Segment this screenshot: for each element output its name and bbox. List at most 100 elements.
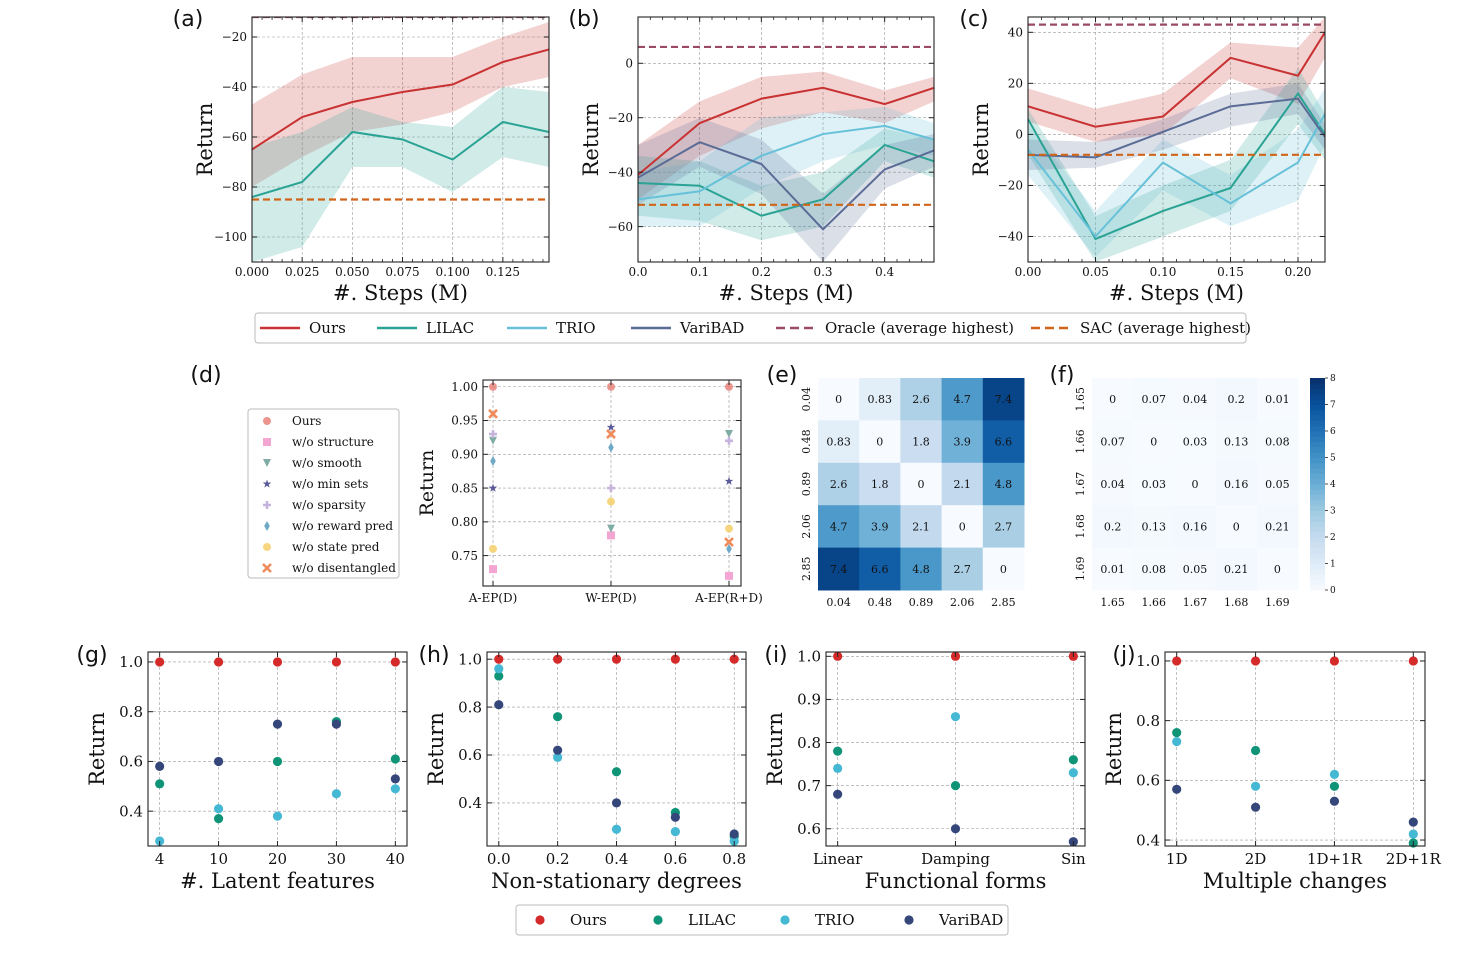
chart-d: A-EP(D) W-EP(D) A-EP(R+D) 0.75 0.80 0.85 0.90 0… <box>416 379 763 605</box>
heatmap-cell <box>1215 378 1258 421</box>
colorbar-label: 2 <box>1330 533 1336 543</box>
axes-frame <box>1164 651 1426 847</box>
line-lilac <box>1028 91 1325 241</box>
y-tick-label: 0.85 <box>451 481 478 495</box>
marker <box>263 417 271 425</box>
y-tick-label: 1.0 <box>119 653 143 671</box>
point-trio <box>833 763 843 774</box>
y-tick-label: −20 <box>608 111 633 125</box>
legend-marker <box>904 915 914 925</box>
cell-value: 2.6 <box>830 478 848 491</box>
point-trio <box>1329 769 1340 779</box>
x-tick-label: 1.68 <box>1224 596 1249 609</box>
cell-value: 4.7 <box>830 520 848 533</box>
marker <box>263 438 271 446</box>
colorbar-label: 6 <box>1330 427 1336 437</box>
marker <box>725 524 733 533</box>
y-tick-label: −40 <box>608 165 633 179</box>
marker <box>263 543 271 551</box>
y-axis-label: Return <box>969 103 993 177</box>
point-trio <box>553 752 563 762</box>
point-trio <box>213 804 224 814</box>
y-axis-label: Return <box>1102 712 1126 786</box>
legend-label: LILAC <box>426 319 474 337</box>
y-tick-label: −100 <box>214 230 247 244</box>
heatmap-cell <box>1092 547 1134 591</box>
legend-label: w/o disentangled <box>292 561 396 575</box>
chart-c: 0.00 0.05 0.10 0.15 0.20 −40 −20 0 20 40 #. Steps … <box>969 16 1326 305</box>
point-varibad <box>553 745 563 755</box>
axes-frame <box>482 379 742 587</box>
y-tick-label: 0.4 <box>458 794 482 812</box>
colorbar-step <box>1310 478 1325 485</box>
point-trio <box>1408 829 1418 839</box>
band-trio <box>638 106 934 227</box>
y-axis-label: Return <box>763 712 787 786</box>
colorbar-step <box>1310 526 1325 533</box>
cell-value: 1.8 <box>871 478 889 491</box>
plot-area <box>1028 17 1325 262</box>
cell-value: 3.9 <box>871 520 889 533</box>
y-tick-label: 0.8 <box>797 734 821 752</box>
heatmap-cell <box>1092 420 1134 464</box>
point-lilac <box>390 754 400 764</box>
point-trio <box>272 811 283 821</box>
chart-e: 0 0.83 2.6 4.7 7.4 0.83 0 1.8 3.9 6.6 2.6 1.8 0 2.1 4.… <box>800 378 1025 609</box>
line-trio <box>638 124 934 201</box>
y-tick-label: −20 <box>222 30 247 44</box>
heatmap-cell <box>1256 547 1299 591</box>
cell-value: 0 <box>835 393 842 406</box>
marker <box>724 537 734 548</box>
line-ours <box>638 86 934 176</box>
x-tick-label: 0.4 <box>605 850 629 868</box>
marker <box>489 436 497 445</box>
colorbar-step <box>1310 383 1325 390</box>
colorbar-step <box>1310 563 1325 570</box>
colorbar-step <box>1310 446 1325 453</box>
band-trio <box>1028 88 1325 257</box>
x-tick-label: 2.06 <box>950 596 975 609</box>
point-lilac <box>272 756 283 767</box>
marker <box>725 382 733 391</box>
x-axis-label: #. Steps (M) <box>333 281 468 305</box>
heatmap-cell <box>900 378 943 421</box>
y-tick-label: 0.6 <box>119 753 143 771</box>
cell-value: 0.2 <box>1227 393 1245 406</box>
colorbar-step <box>1310 499 1325 506</box>
heatmap-cell <box>982 547 1025 591</box>
heatmap-cell <box>1174 420 1217 464</box>
y-tick-label: 2.06 <box>800 514 813 539</box>
y-tick-label: 0.6 <box>1136 772 1160 790</box>
marker <box>489 382 497 391</box>
point-varibad <box>390 774 400 784</box>
y-axis-label: Return <box>579 103 603 177</box>
y-axis-label: Return <box>424 712 448 786</box>
colorbar-label: 4 <box>1330 480 1336 490</box>
heatmap-cell <box>1174 462 1217 506</box>
heatmap-cell <box>1092 462 1134 506</box>
point-ours <box>494 654 504 664</box>
y-tick-label: 0.6 <box>458 746 482 764</box>
point-varibad <box>331 719 342 729</box>
axes-frame <box>1027 16 1326 263</box>
y-tick-label: 1.67 <box>1074 472 1087 497</box>
colorbar-step <box>1310 494 1325 501</box>
point-ours <box>1329 656 1340 666</box>
colorbar-label: 5 <box>1330 454 1336 464</box>
legend-label: w/o sparsity <box>292 498 366 512</box>
cell-value: 0.03 <box>1183 436 1208 449</box>
heatmap-cell <box>1215 547 1258 591</box>
marker <box>725 430 733 439</box>
point-ours <box>1172 656 1182 666</box>
heatmap-cell <box>1133 547 1175 591</box>
legend-label: w/o structure <box>292 435 374 449</box>
marker <box>263 459 271 467</box>
colorbar-step <box>1310 574 1325 580</box>
heatmap-cell <box>1174 378 1217 421</box>
point-varibad <box>494 700 504 710</box>
y-tick-label: 0.04 <box>800 387 813 412</box>
point-ours <box>553 654 563 664</box>
x-tick-label: 0.05 <box>1082 265 1109 279</box>
marker <box>488 483 498 492</box>
panel-label: (g) <box>76 643 107 668</box>
